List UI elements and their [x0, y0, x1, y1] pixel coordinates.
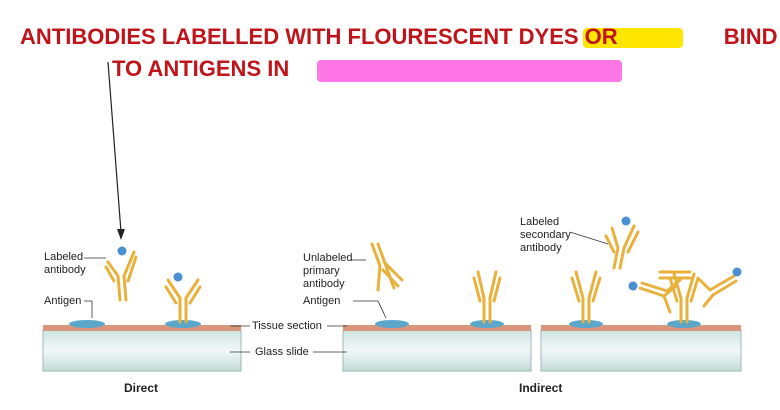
- title-line-2: TO ANTIGENS IN: [112, 56, 290, 81]
- antigen-blob: [375, 320, 409, 328]
- label-antigen-mid: Antigen: [303, 295, 341, 307]
- label-antigen-left: Antigen: [44, 295, 82, 307]
- label-tissue-section: Tissue section: [252, 320, 322, 332]
- title-line-1: ANTIBODIES LABELLED WITH FLOURESCENT DYE…: [20, 22, 777, 52]
- panel-indirect-1: [342, 242, 532, 372]
- label-labeled-secondary: Labeled secondary antibody: [520, 216, 571, 254]
- antigen-blob: [667, 320, 701, 328]
- antigen-blob: [569, 320, 603, 328]
- label-unlabeled-primary: Unlabeled primary antibody: [303, 252, 353, 290]
- leader-lines: [84, 231, 609, 353]
- label-labeled-antibody: Labeled antibody: [44, 251, 86, 276]
- bound-labeled-antibody: [164, 272, 202, 324]
- antigen-blob: [69, 320, 105, 328]
- free-labeled-secondary-antibody: [604, 216, 640, 270]
- antigen-blob: [165, 320, 201, 328]
- label-glass-slide: Glass slide: [255, 346, 309, 358]
- pointer-arrow: [107, 61, 125, 240]
- bound-primary-with-secondaries: [628, 267, 742, 324]
- unlabeled-primary-antibody-free: [370, 242, 404, 292]
- panel-indirect-2: [540, 216, 742, 372]
- pink-highlight-redaction: [317, 60, 622, 82]
- panel-label-direct: Direct: [124, 381, 159, 395]
- title-line-1-start: ANTIBODIES LABELLED WITH FLOURESCENT DYE…: [20, 24, 618, 49]
- yellow-highlight-redaction: [583, 28, 683, 48]
- bound-primary-antibody: [472, 270, 502, 324]
- antigen-blob: [470, 320, 504, 328]
- bound-primary-antibody: [570, 270, 602, 324]
- free-labeled-antibody: [104, 246, 138, 302]
- panel-label-indirect: Indirect: [519, 381, 563, 395]
- title-line-1-end: BIND: [723, 24, 778, 49]
- panel-direct: [42, 246, 242, 372]
